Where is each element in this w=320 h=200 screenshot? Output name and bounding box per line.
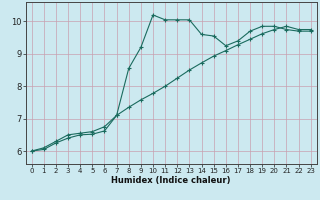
X-axis label: Humidex (Indice chaleur): Humidex (Indice chaleur) [111, 176, 231, 185]
